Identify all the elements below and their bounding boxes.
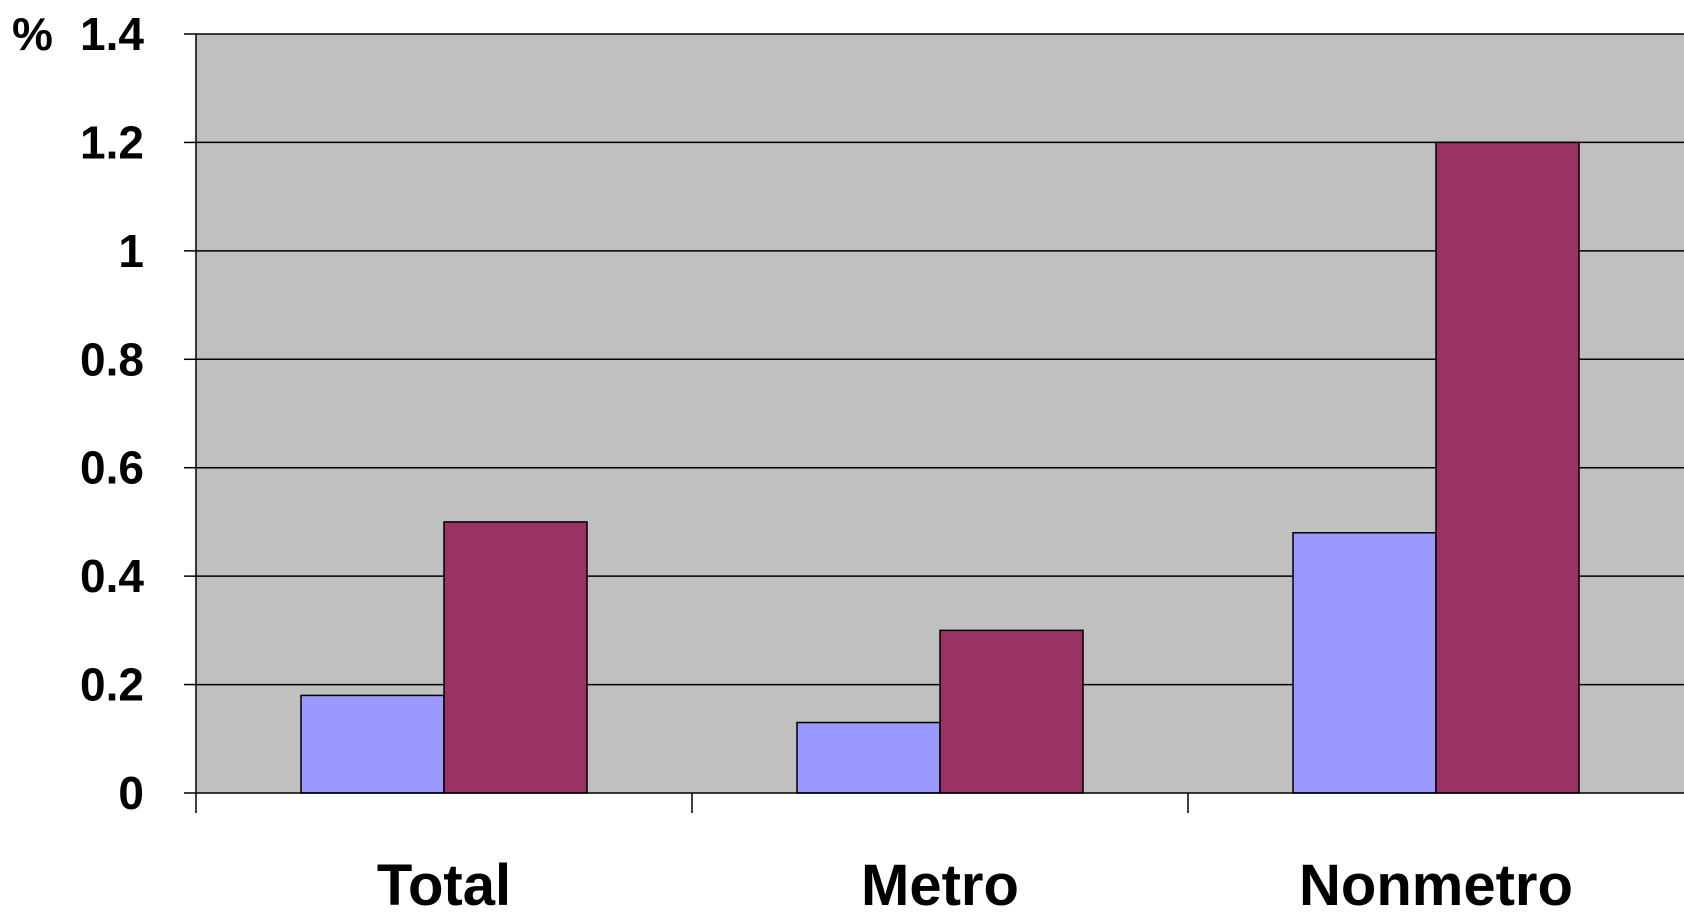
bar-total-series-1 xyxy=(300,694,445,794)
y-tick-label: 0.4 xyxy=(80,550,144,602)
y-tick-label: 1.4 xyxy=(80,8,144,60)
x-category-label: Total xyxy=(377,853,511,912)
x-category-label: Nonmetro xyxy=(1299,853,1573,912)
y-tick-label: 1.2 xyxy=(80,116,144,168)
axes xyxy=(184,33,1684,813)
x-category-label: Metro xyxy=(861,853,1019,912)
labels: 0 0.2 0.4 0.6 0.8 1 1.2 1.4% Total Metro Nonmetro xyxy=(12,8,1573,912)
y-tick-label: 0.6 xyxy=(80,442,144,494)
y-tick-label: 0 xyxy=(118,767,144,819)
y-unit-label: % xyxy=(12,8,53,60)
bar-total-series-2 xyxy=(443,521,588,794)
y-tick-label: 0.2 xyxy=(80,659,144,711)
y-tick-label: 0.8 xyxy=(80,333,144,385)
y-tick-label: 1 xyxy=(118,225,144,277)
bar-metro-series-2 xyxy=(939,629,1084,794)
bar-nonmetro-series-2 xyxy=(1435,141,1580,794)
bar-nonmetro-series-1 xyxy=(1292,532,1437,794)
bar-metro-series-1 xyxy=(796,721,941,794)
